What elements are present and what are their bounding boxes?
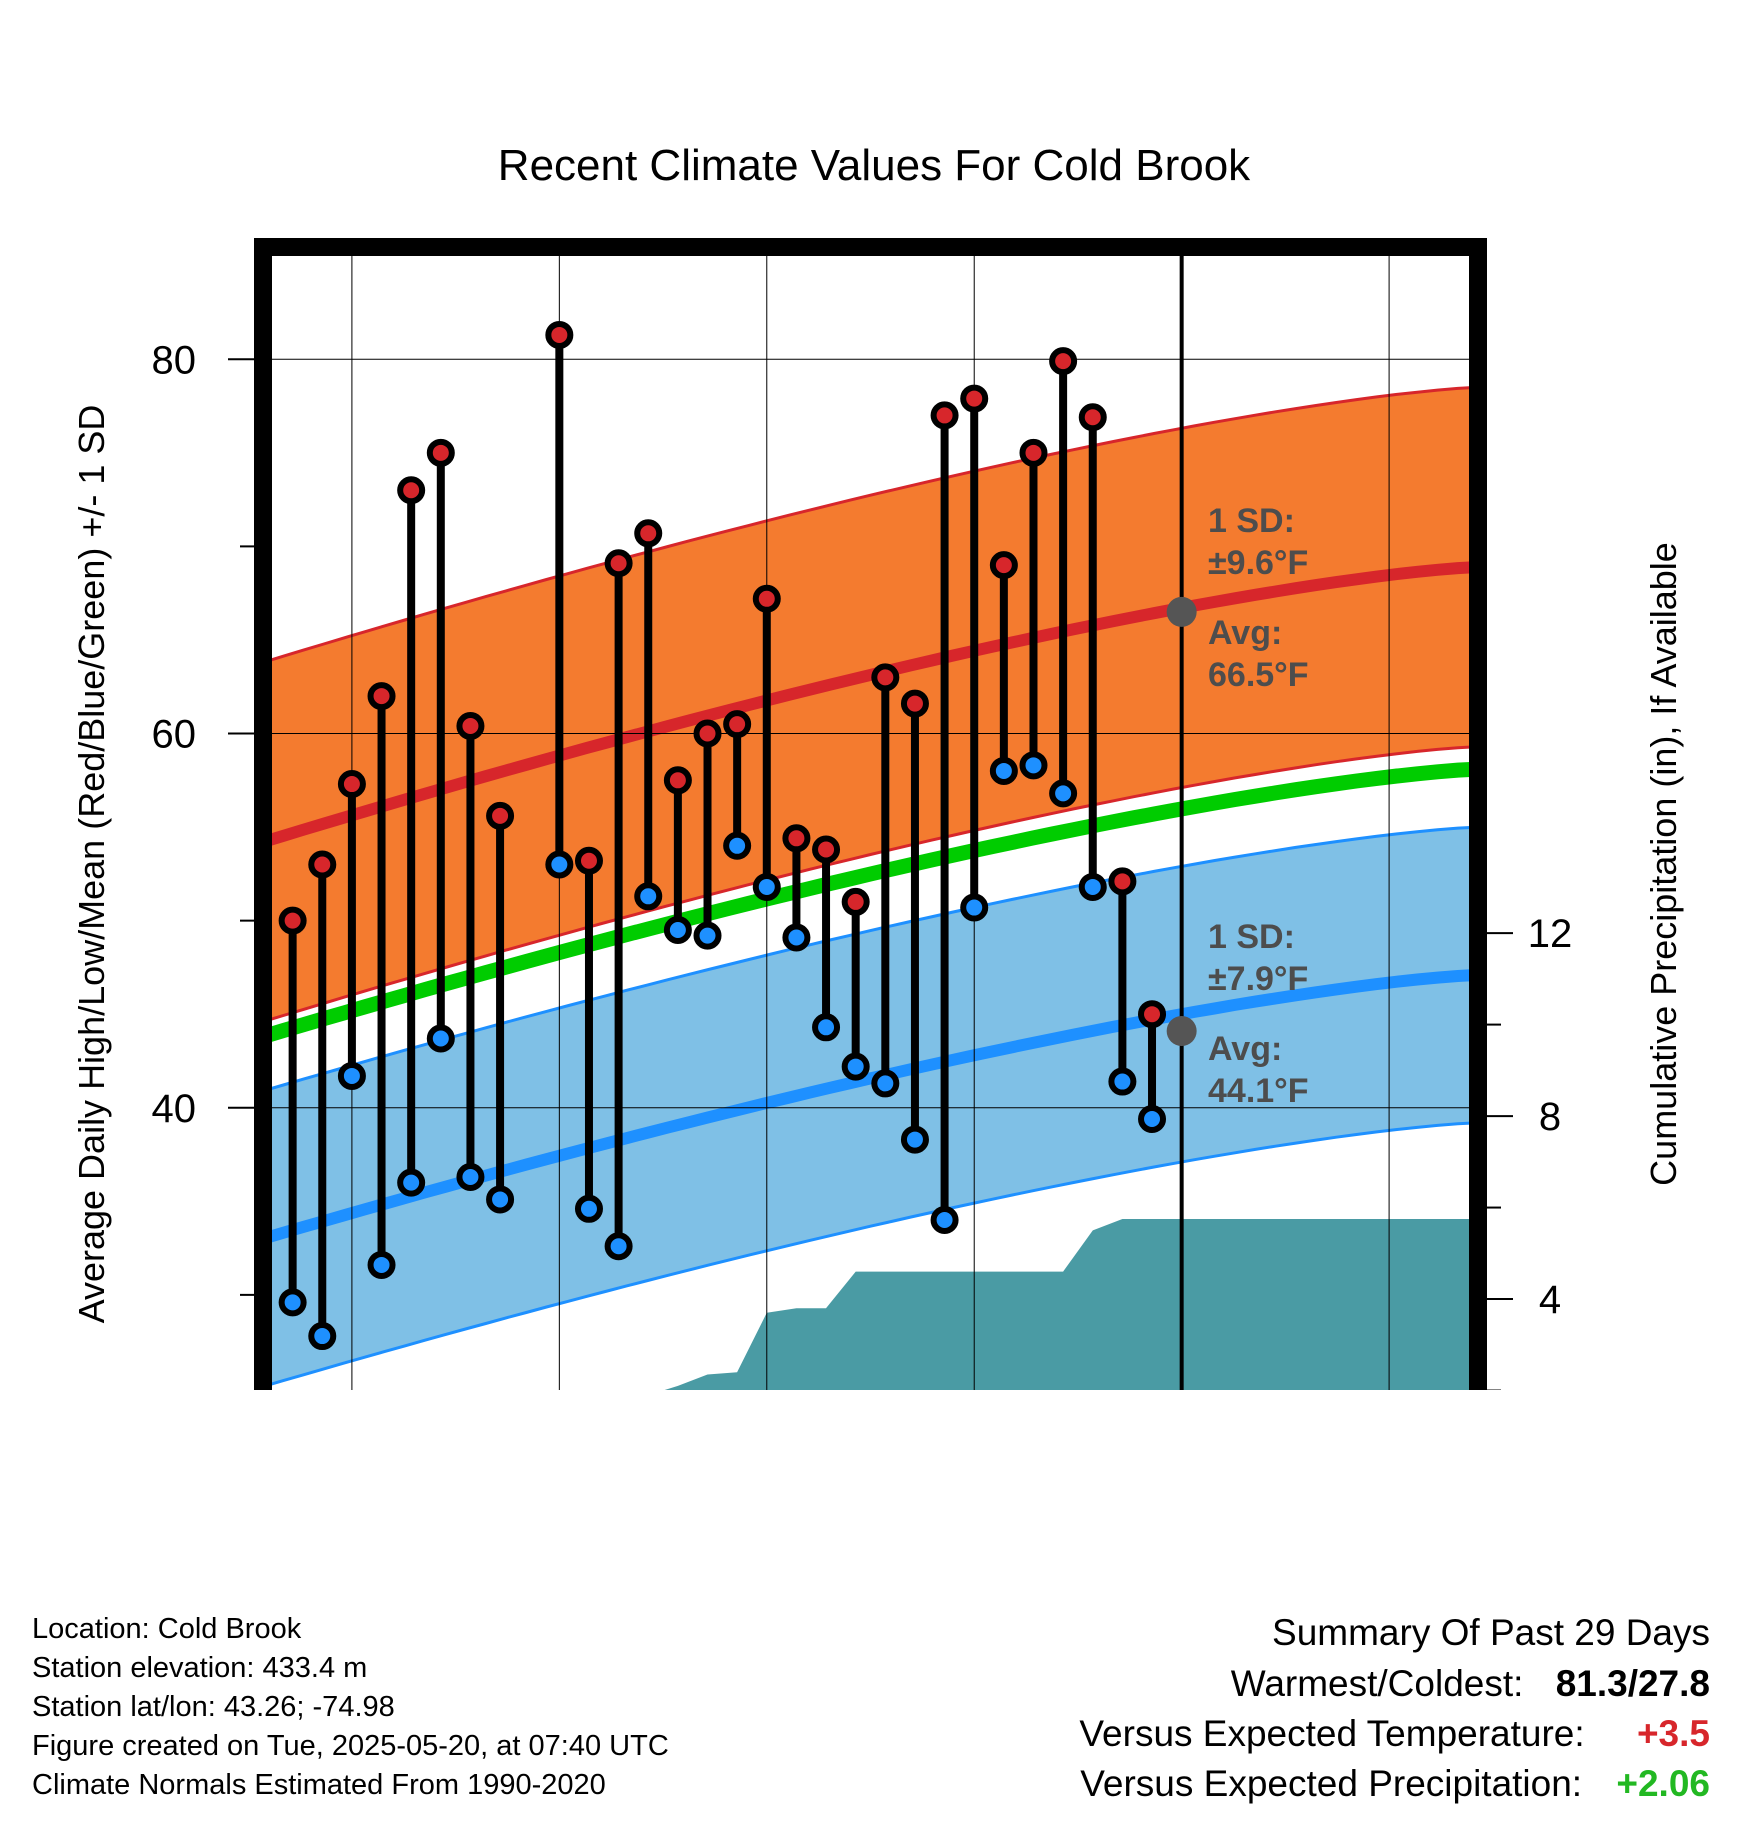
y-axis-label: Average Daily High/Low/Mean (Red/Blue/Gr… bbox=[71, 405, 112, 1324]
daily-low-point bbox=[1078, 872, 1107, 901]
low-sd-band bbox=[263, 825, 1478, 1389]
daily-low-point bbox=[871, 1069, 900, 1098]
daily-low-point bbox=[812, 1013, 841, 1042]
info-elevation: Station elevation: 433.4 m bbox=[32, 1652, 368, 1684]
daily-low-point bbox=[1108, 1067, 1137, 1096]
y2-tick-label: 4 bbox=[1539, 1278, 1561, 1322]
daily-high-point bbox=[693, 719, 722, 748]
mean-avg-line bbox=[263, 761, 1478, 1044]
daily-high-point bbox=[397, 476, 426, 505]
y-tick-label: 40 bbox=[152, 1087, 197, 1131]
info-latlon: Station lat/lon: 43.26; -74.98 bbox=[32, 1691, 395, 1723]
y-tick-label: 60 bbox=[152, 713, 197, 757]
summary-title: Summary Of Past 29 Days bbox=[1272, 1612, 1710, 1653]
daily-high-point bbox=[841, 887, 870, 916]
daily-low-point bbox=[426, 1024, 455, 1053]
daily-low-point bbox=[1138, 1104, 1167, 1133]
daily-low-point bbox=[1019, 751, 1048, 780]
daily-low-point bbox=[604, 1232, 633, 1261]
daily-low-point bbox=[723, 831, 752, 860]
daily-high-point bbox=[456, 712, 485, 741]
daily-low-point bbox=[456, 1162, 485, 1191]
daily-high-point bbox=[308, 850, 337, 879]
summary-temp-row: Versus Expected Temperature: +3.5 bbox=[1079, 1713, 1710, 1755]
today-low-avg-marker bbox=[1166, 1016, 1197, 1047]
low-avg-annotation: Avg: 44.1°F bbox=[1208, 1030, 1309, 1110]
daily-low-point bbox=[930, 1206, 959, 1235]
today-high-avg-marker bbox=[1166, 596, 1197, 627]
high-avg-line bbox=[263, 561, 1478, 848]
daily-high-point bbox=[574, 846, 603, 875]
daily-low-point bbox=[397, 1168, 426, 1197]
daily-low-point bbox=[960, 893, 989, 922]
cumulative-precip-area bbox=[664, 1219, 1478, 1390]
daily-high-point bbox=[812, 835, 841, 864]
daily-low-point bbox=[900, 1125, 929, 1154]
summary-precip-row: Versus Expected Precipitation: +2.06 bbox=[1080, 1763, 1710, 1805]
daily-low-point bbox=[782, 923, 811, 952]
daily-low-point bbox=[308, 1322, 337, 1351]
summary-warmest-value: 81.3/27.8 bbox=[1555, 1663, 1710, 1704]
daily-low-point bbox=[278, 1288, 307, 1317]
y2-tick-label: 8 bbox=[1539, 1095, 1561, 1139]
daily-high-point bbox=[1138, 1000, 1167, 1029]
daily-high-point bbox=[989, 551, 1018, 580]
daily-low-point bbox=[634, 882, 663, 911]
daily-low-point bbox=[663, 915, 692, 944]
daily-high-point bbox=[545, 320, 574, 349]
summary-warmest-label: Warmest/Coldest: bbox=[1230, 1663, 1524, 1704]
daily-high-point bbox=[752, 584, 781, 613]
summary-temp-value: +3.5 bbox=[1636, 1713, 1710, 1754]
y2-tick-label: 12 bbox=[1528, 912, 1573, 956]
daily-high-point bbox=[1078, 403, 1107, 432]
daily-high-point bbox=[871, 663, 900, 692]
climate-chart: Recent Climate Values For Cold Brook 204… bbox=[71, 141, 1684, 1390]
high-avg-annotation: Avg: 66.5°F bbox=[1208, 614, 1309, 694]
summary-precip-value: +2.06 bbox=[1616, 1763, 1710, 1804]
plot-frame bbox=[254, 238, 1487, 1390]
high-sd-annotation: 1 SD: ±9.6°F bbox=[1208, 502, 1308, 582]
daily-high-point bbox=[930, 401, 959, 430]
daily-low-point bbox=[989, 756, 1018, 785]
daily-high-point bbox=[604, 549, 633, 578]
summary-warmest-row: Warmest/Coldest: 81.3/27.8 bbox=[1231, 1663, 1710, 1705]
info-created: Figure created on Tue, 2025-05-20, at 07… bbox=[32, 1730, 669, 1762]
daily-high-point bbox=[337, 770, 366, 799]
chart-title: Recent Climate Values For Cold Brook bbox=[498, 141, 1251, 190]
days-annotation: 30Days bbox=[1202, 1385, 1283, 1390]
y-tick-label: 80 bbox=[152, 338, 197, 382]
info-normals: Climate Normals Estimated From 1990-2020 bbox=[32, 1769, 606, 1801]
daily-low-point bbox=[693, 921, 722, 950]
daily-low-point bbox=[1049, 779, 1078, 808]
daily-low-point bbox=[486, 1185, 515, 1214]
daily-high-point bbox=[278, 906, 307, 935]
daily-high-point bbox=[367, 682, 396, 711]
daily-high-point bbox=[634, 519, 663, 548]
daily-low-point bbox=[337, 1061, 366, 1090]
daily-low-point bbox=[545, 850, 574, 879]
daily-high-point bbox=[426, 438, 455, 467]
daily-low-point bbox=[367, 1250, 396, 1279]
daily-high-point bbox=[1108, 867, 1137, 896]
daily-high-point bbox=[782, 824, 811, 853]
daily-high-point bbox=[960, 384, 989, 413]
daily-low-point bbox=[841, 1052, 870, 1081]
daily-high-point bbox=[1019, 438, 1048, 467]
info-location: Location: Cold Brook bbox=[32, 1613, 302, 1645]
daily-low-point bbox=[752, 872, 781, 901]
y2-axis-label: Cumulative Precipitation (in), If Availa… bbox=[1643, 542, 1684, 1186]
daily-high-point bbox=[723, 710, 752, 739]
daily-high-point bbox=[900, 689, 929, 718]
daily-high-point bbox=[486, 801, 515, 830]
daily-high-point bbox=[1049, 347, 1078, 376]
daily-high-point bbox=[663, 766, 692, 795]
summary-temp-label: Versus Expected Temperature: bbox=[1079, 1713, 1585, 1754]
daily-low-point bbox=[574, 1194, 603, 1223]
low-sd-annotation: 1 SD: ±7.9°F bbox=[1208, 918, 1308, 998]
summary-precip-label: Versus Expected Precipitation: bbox=[1080, 1763, 1583, 1804]
